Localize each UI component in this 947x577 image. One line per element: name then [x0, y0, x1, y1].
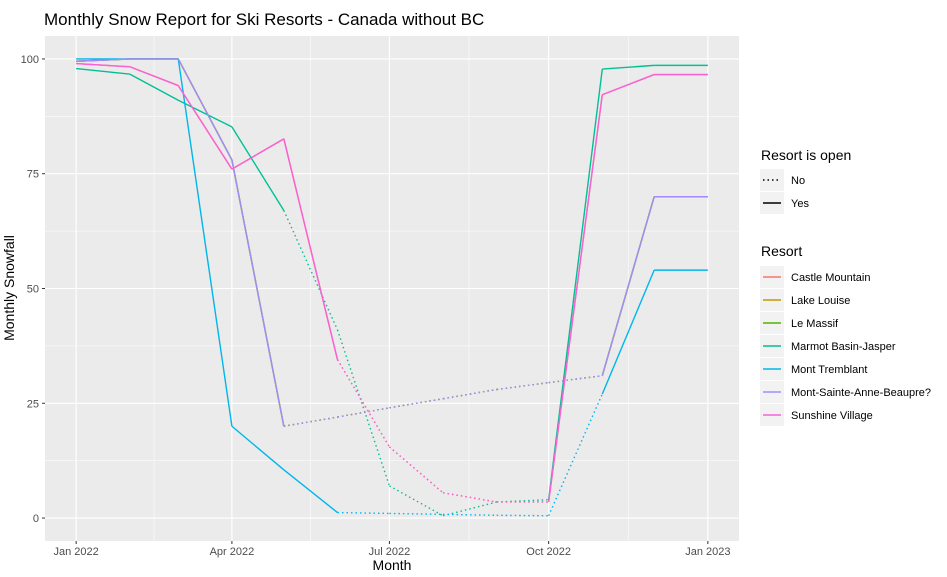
x-tick-label: Oct 2022 [526, 546, 571, 558]
y-axis: 0 25 50 75 100 [21, 54, 45, 525]
series-lines [76, 58, 708, 517]
resort-legend-title: Resort [761, 243, 802, 259]
legend-label: No [791, 175, 805, 187]
major-gridlines [45, 36, 739, 541]
series-segment [76, 67, 130, 75]
series-segment [548, 375, 603, 384]
series-segment [442, 388, 497, 400]
series-segment [177, 58, 233, 161]
series-segment [547, 68, 603, 500]
series-segment [547, 94, 603, 503]
series-segment [129, 66, 179, 87]
series-segment [389, 397, 444, 409]
legend-label: Marmot Basin-Jasper [791, 341, 896, 353]
resort-legend: Resort Castle Mountain Lake Louise Le Mass… [760, 243, 931, 426]
series-segment [283, 210, 339, 331]
series-sunshine-village [76, 62, 708, 503]
legend-label: Sunshine Village [791, 410, 873, 422]
series-segment [336, 359, 391, 448]
series-segment [283, 138, 339, 360]
legend-label: Le Massif [791, 318, 839, 330]
series-segment [177, 99, 233, 128]
legend-label: Yes [791, 198, 809, 210]
linetype-legend: Resort is open No Yes [760, 147, 851, 214]
legend-label: Mont-Sainte-Anne-Beaupre? [791, 387, 931, 399]
series-segment [336, 329, 391, 487]
series-segment [442, 501, 497, 517]
series-segment [177, 85, 233, 170]
series-segment [389, 485, 444, 517]
x-tick-label: Apr 2022 [210, 546, 255, 558]
series-segment [388, 446, 444, 494]
series-segment [602, 73, 655, 96]
legend-label: Mont Tremblant [791, 364, 867, 376]
series-segment [602, 64, 655, 70]
y-tick-label: 0 [33, 513, 39, 525]
series-segment [231, 159, 285, 427]
series-segment [177, 58, 233, 427]
series-segment [601, 269, 655, 395]
series-segment [601, 196, 655, 376]
y-axis-title: Monthly Snowfall [1, 235, 17, 341]
series-segment [283, 416, 338, 427]
x-tick-label: Jan 2023 [685, 546, 730, 558]
legend-label: Lake Louise [791, 295, 850, 307]
y-tick-label: 25 [27, 398, 39, 410]
series-segment [231, 138, 285, 170]
series-segment [129, 73, 179, 101]
series-segment [231, 425, 285, 471]
chart-title: Monthly Snow Report for Ski Resorts - Ca… [44, 10, 484, 29]
legend-label: Castle Mountain [791, 272, 871, 284]
x-tick-label: Jul 2022 [369, 546, 411, 558]
series-mont-sainte-anne-beaupre [76, 58, 708, 427]
series-segment [283, 469, 338, 514]
series-segment [231, 126, 285, 211]
series-segment [442, 492, 497, 503]
x-axis-title: Month [373, 557, 412, 573]
x-axis: Jan 2022 Apr 2022 Jul 2022 Oct 2022 Jan 2023 [54, 541, 730, 558]
y-tick-label: 75 [27, 169, 39, 181]
linetype-legend-title: Resort is open [761, 147, 851, 163]
series-marmot-basin-jasper [76, 64, 708, 517]
series-segment [76, 58, 130, 62]
y-tick-label: 100 [21, 54, 39, 66]
y-tick-label: 50 [27, 284, 39, 296]
series-segment [76, 62, 130, 68]
x-tick-label: Jan 2022 [54, 546, 99, 558]
